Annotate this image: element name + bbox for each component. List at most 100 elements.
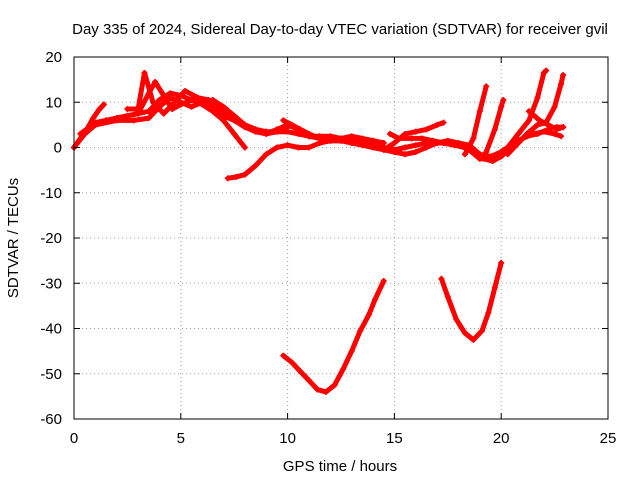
chart-title: Day 335 of 2024, Sidereal Day-to-day VTE… bbox=[72, 21, 608, 38]
data-point bbox=[525, 108, 532, 115]
data-point bbox=[444, 293, 451, 300]
data-point bbox=[220, 108, 227, 115]
data-point bbox=[429, 137, 436, 144]
x-tick-label: 10 bbox=[279, 430, 296, 447]
data-point bbox=[145, 108, 152, 115]
data-point bbox=[273, 144, 280, 151]
y-tick-label: -20 bbox=[40, 230, 62, 247]
data-point bbox=[130, 117, 137, 124]
data-point bbox=[241, 124, 248, 131]
data-point bbox=[327, 137, 334, 144]
data-point bbox=[493, 151, 500, 158]
data-point bbox=[152, 78, 159, 85]
data-point bbox=[560, 72, 567, 79]
data-point bbox=[273, 126, 280, 133]
axis-ticks: 0 5 10 15 20 25 -60 -50 -40 -30 -20 -10 0 10 20 bbox=[40, 49, 616, 447]
x-tick-label: 5 bbox=[177, 430, 185, 447]
data-point bbox=[470, 336, 477, 343]
data-point bbox=[483, 149, 490, 156]
data-point bbox=[560, 124, 567, 131]
data-point bbox=[331, 382, 338, 389]
data-point bbox=[194, 94, 201, 101]
data-point bbox=[241, 171, 248, 178]
data-point bbox=[461, 151, 468, 158]
y-tick-label: -10 bbox=[40, 185, 62, 202]
data-point bbox=[359, 139, 366, 146]
data-point bbox=[92, 121, 99, 128]
data-point bbox=[348, 348, 355, 355]
data-point bbox=[543, 67, 550, 74]
data-point bbox=[380, 277, 387, 284]
data-point bbox=[481, 155, 488, 162]
data-point bbox=[348, 137, 355, 144]
data-point bbox=[338, 137, 344, 144]
data-point bbox=[402, 144, 409, 151]
data-point bbox=[491, 284, 498, 291]
data-point bbox=[188, 103, 195, 110]
data-point bbox=[498, 259, 505, 266]
data-point bbox=[314, 386, 321, 393]
y-tick-label: 10 bbox=[45, 94, 62, 111]
data-point bbox=[419, 135, 426, 142]
data-point bbox=[305, 377, 312, 384]
y-tick-label: -30 bbox=[40, 275, 62, 292]
data-point bbox=[504, 144, 511, 151]
data-point bbox=[534, 130, 541, 137]
data-point bbox=[391, 139, 398, 146]
data-point bbox=[483, 83, 490, 90]
data-point bbox=[263, 151, 270, 158]
data-point bbox=[558, 133, 565, 140]
data-point bbox=[124, 112, 131, 119]
data-point bbox=[380, 146, 387, 153]
data-point bbox=[485, 309, 492, 316]
data-point bbox=[438, 275, 445, 282]
data-point bbox=[489, 158, 496, 165]
y-tick-label: 20 bbox=[45, 49, 62, 66]
x-tick-label: 20 bbox=[493, 430, 510, 447]
data-point bbox=[135, 106, 142, 113]
x-tick-label: 0 bbox=[70, 430, 78, 447]
data-point bbox=[500, 96, 507, 103]
data-point bbox=[395, 135, 402, 142]
data-point bbox=[280, 117, 287, 124]
data-point bbox=[412, 149, 419, 156]
y-axis-label: SDTVAR / TECUs bbox=[5, 178, 22, 298]
data-point bbox=[177, 99, 184, 106]
data-point bbox=[124, 106, 131, 113]
data-point bbox=[150, 99, 157, 106]
y-tick-label: -40 bbox=[40, 321, 62, 338]
series-trace bbox=[483, 97, 506, 155]
data-point bbox=[412, 142, 419, 149]
data-point bbox=[263, 130, 270, 137]
data-point bbox=[408, 135, 415, 142]
data-point bbox=[288, 121, 295, 128]
data-point bbox=[370, 139, 377, 146]
data-point bbox=[241, 144, 248, 151]
x-tick-label: 25 bbox=[600, 430, 617, 447]
data-point bbox=[504, 151, 511, 158]
data-point bbox=[357, 327, 364, 334]
data-point bbox=[231, 117, 238, 124]
data-point bbox=[453, 316, 460, 323]
data-point bbox=[297, 368, 304, 375]
data-point bbox=[461, 330, 468, 337]
y-tick-label: -60 bbox=[40, 411, 62, 428]
series-trace bbox=[462, 83, 489, 157]
data-point bbox=[476, 108, 483, 115]
data-point bbox=[470, 135, 477, 142]
grid-lines bbox=[74, 57, 608, 419]
data-point bbox=[188, 96, 195, 103]
data-point bbox=[440, 139, 447, 146]
x-axis-label: GPS time / hours bbox=[283, 458, 397, 475]
data-point bbox=[534, 94, 541, 101]
data-point bbox=[77, 130, 84, 137]
data-point bbox=[113, 117, 120, 124]
data-point bbox=[224, 175, 231, 182]
data-point bbox=[233, 173, 240, 180]
data-point bbox=[553, 126, 560, 133]
data-point bbox=[284, 142, 291, 149]
data-point bbox=[365, 311, 372, 318]
data-point bbox=[515, 130, 522, 137]
data-point bbox=[423, 126, 430, 133]
